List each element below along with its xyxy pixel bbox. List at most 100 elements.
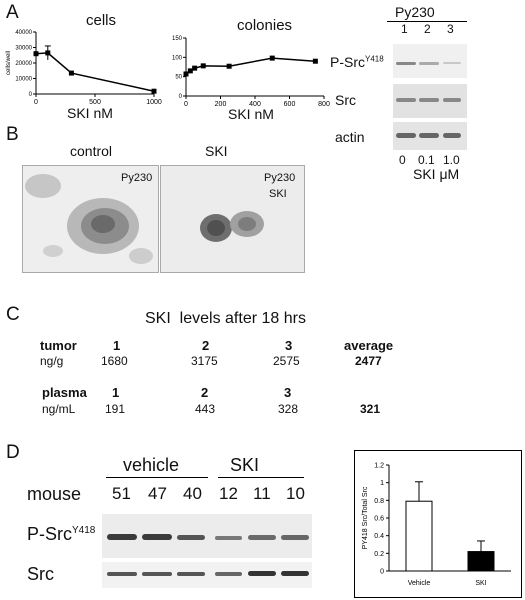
bar-y-tick-label: 1 bbox=[380, 480, 384, 487]
control-micrograph: Py230 bbox=[22, 165, 159, 273]
colonies-y-tick-label: 0 bbox=[179, 94, 183, 100]
colonies-x-tick-label: 200 bbox=[215, 101, 227, 108]
plasma-value-3: 328 bbox=[278, 402, 299, 416]
ski-micrograph-tag-2: SKI bbox=[269, 188, 287, 200]
cells-data-point bbox=[68, 70, 74, 76]
blot-d-src-label: Src bbox=[27, 564, 54, 584]
tumor-col-2: 2 bbox=[202, 338, 210, 353]
bar-ski bbox=[467, 551, 495, 572]
plasma-label: plasma bbox=[42, 385, 87, 400]
tumor-average: 2477 bbox=[355, 354, 382, 368]
cells-y-tick-label: 30000 bbox=[15, 46, 32, 52]
blot-a-header-line bbox=[387, 21, 467, 22]
mouse-id-6: 10 bbox=[286, 484, 305, 503]
blot-d-src-band-2 bbox=[142, 572, 172, 576]
colonies-data-point bbox=[192, 65, 198, 71]
control-colony-image bbox=[25, 174, 153, 264]
bar-y-tick-label: 0 bbox=[380, 569, 384, 576]
mouse-id-3: 40 bbox=[183, 484, 202, 503]
blot-d-psrc-band-5 bbox=[248, 535, 276, 540]
colonies-data-point bbox=[312, 58, 318, 64]
cells-y-tick-label: 40000 bbox=[15, 30, 32, 36]
ski-micrograph-tag-1: Py230 bbox=[264, 172, 296, 184]
colonies-chart: 0 50 100 150 0 200 400 600 800 colonies/300 cells bbox=[160, 36, 330, 108]
plasma-value-1: 191 bbox=[105, 402, 126, 416]
plasma-col-1: 1 bbox=[112, 385, 120, 400]
control-micrograph-tag: Py230 bbox=[121, 172, 153, 184]
blot-d-src-band-6 bbox=[281, 571, 309, 576]
colonies-chart-title: colonies bbox=[237, 17, 293, 34]
colonies-y-axis-label: colonies/300 cells bbox=[160, 43, 162, 90]
bar-vehicle bbox=[405, 500, 433, 572]
blot-a-psrc-strip bbox=[393, 44, 467, 78]
cells-chart-xlabel: SKI nM bbox=[67, 105, 113, 121]
cells-x-tick-label: 500 bbox=[89, 99, 101, 106]
blot-d-src-band-1 bbox=[107, 572, 137, 576]
bar-y-tick-label: 0.8 bbox=[374, 498, 384, 505]
ski-colony-image bbox=[200, 211, 264, 242]
tumor-value-3: 2575 bbox=[273, 354, 300, 368]
blot-d-psrc-band-2 bbox=[142, 534, 172, 540]
blot-a-psrc-band-2 bbox=[419, 62, 439, 65]
blot-a-dose-label: SKI μM bbox=[413, 166, 460, 182]
cells-chart: 0 10000 20000 30000 40000 0 500 1000 cells/well bbox=[6, 30, 162, 106]
bar-category-label: SKI bbox=[475, 580, 486, 587]
blot-a-lane-1: 1 bbox=[401, 22, 408, 36]
plasma-col-2: 2 bbox=[201, 385, 209, 400]
panel-b-control-label: control bbox=[70, 143, 113, 159]
cells-data-point bbox=[33, 51, 39, 57]
blot-a-src-label: Src bbox=[335, 92, 356, 108]
blot-a-src-band-1 bbox=[396, 98, 416, 102]
bar-y-tick-label: 0.4 bbox=[374, 533, 384, 540]
bar-y-tick-label: 1.2 bbox=[374, 463, 384, 470]
blot-d-psrc-label: P-SrcY418 bbox=[27, 524, 96, 544]
group-ski-line bbox=[218, 477, 304, 478]
blot-a-psrc-band-3 bbox=[443, 62, 461, 64]
blot-a-dose-1: 0 bbox=[399, 153, 406, 167]
blot-d-src-strip bbox=[102, 562, 312, 588]
cells-chart-title: cells bbox=[86, 12, 117, 29]
tumor-value-1: 1680 bbox=[101, 354, 128, 368]
cells-x-tick-label: 1000 bbox=[146, 99, 162, 106]
colonies-y-tick-label: 150 bbox=[172, 36, 183, 42]
bar-y-tick-label: 0.2 bbox=[374, 551, 384, 558]
blot-a-src-strip bbox=[393, 84, 467, 118]
colonies-x-tick-label: 800 bbox=[318, 101, 330, 108]
blot-d-psrc-band-6 bbox=[281, 535, 309, 540]
panel-c-letter: C bbox=[6, 304, 20, 325]
mouse-id-5: 11 bbox=[253, 484, 271, 503]
panel-b-letter: B bbox=[6, 124, 19, 145]
blot-d-psrc-band-4 bbox=[215, 536, 242, 540]
colonies-y-tick-label: 50 bbox=[175, 75, 182, 81]
cells-y-tick-label: 0 bbox=[29, 92, 33, 98]
blot-d-psrc-band-3 bbox=[177, 535, 205, 540]
colonies-data-point bbox=[187, 68, 193, 74]
panel-a-letter: A bbox=[6, 2, 19, 23]
colonies-data-point bbox=[200, 63, 206, 69]
blot-a-actin-label: actin bbox=[335, 129, 365, 145]
blot-d-psrc-band-1 bbox=[107, 534, 137, 540]
blot-a-src-band-3 bbox=[443, 98, 461, 102]
cells-x-tick-label: 0 bbox=[34, 99, 38, 106]
cells-series-line bbox=[35, 52, 155, 92]
plasma-average: 321 bbox=[360, 402, 381, 416]
colonies-x-tick-label: 400 bbox=[249, 101, 261, 108]
tumor-average-label: average bbox=[344, 338, 394, 353]
cells-y-tick-label: 10000 bbox=[15, 77, 32, 83]
cells-y-tick-label: 20000 bbox=[15, 61, 32, 67]
blot-d-src-band-5 bbox=[248, 571, 276, 576]
blot-a-actin-band-3 bbox=[443, 133, 461, 138]
bar-category-label: Vehicle bbox=[408, 580, 431, 587]
colonies-data-point bbox=[269, 55, 275, 61]
mouse-id-1: 51 bbox=[112, 484, 131, 503]
blot-a-psrc-label: P-SrcY418 bbox=[330, 54, 384, 70]
colonies-x-tick-label: 0 bbox=[184, 101, 188, 108]
ski-micrograph: Py230 SKI bbox=[160, 165, 305, 273]
plasma-value-2: 443 bbox=[195, 402, 216, 416]
colonies-chart-xlabel: SKI nM bbox=[228, 106, 274, 122]
panel-c-title: SKI levels after 18 hrs bbox=[145, 310, 306, 327]
colonies-x-tick-label: 600 bbox=[284, 101, 296, 108]
bar-y-tick-label: 0.6 bbox=[374, 516, 384, 523]
blot-a-actin-band-2 bbox=[419, 133, 439, 138]
blot-d-src-band-3 bbox=[177, 572, 205, 576]
